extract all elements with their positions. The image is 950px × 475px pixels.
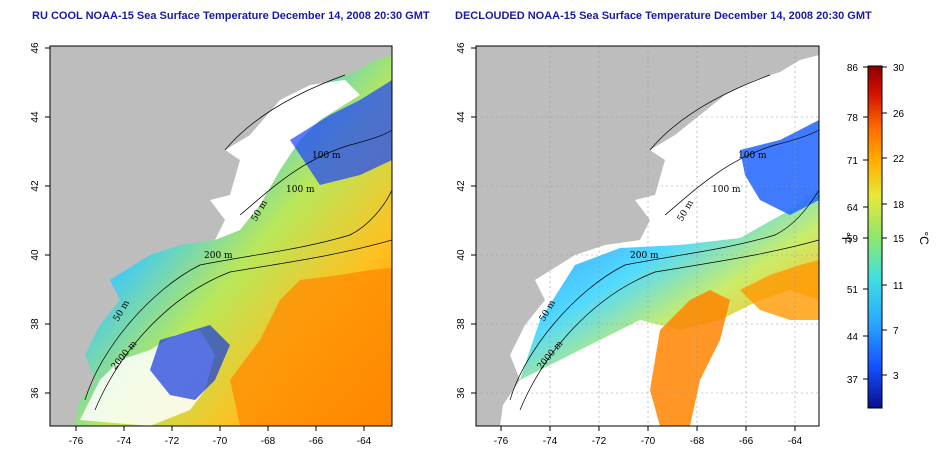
x-tick-label: -76 xyxy=(494,436,509,447)
x-tick-label: -72 xyxy=(165,436,180,447)
colorbar-gradient xyxy=(867,65,883,409)
left-map-title: RU COOL NOAA-15 Sea Surface Temperature … xyxy=(32,10,430,22)
left-map-frame xyxy=(49,45,393,427)
contours-right xyxy=(509,74,819,411)
celsius-tick-label: 22 xyxy=(893,154,905,165)
celsius-tick-label: 3 xyxy=(893,371,899,382)
fahrenheit-unit-label: °F xyxy=(839,232,853,244)
celsius-labels: 30 26 22 18 15 11 7 3 xyxy=(893,63,905,382)
contour-label: 200 m xyxy=(630,251,659,261)
axes-left xyxy=(45,47,365,431)
celsius-tick-label: 7 xyxy=(893,326,899,337)
y-tick-label: 42 xyxy=(456,180,467,192)
y-tick-labels-left: 46 44 42 40 38 36 xyxy=(30,42,41,399)
right-map-title: DECLOUDED NOAA-15 Sea Surface Temperatur… xyxy=(455,10,872,22)
x-tick-label: -76 xyxy=(69,436,84,447)
contour-label: 100 m xyxy=(712,185,741,195)
y-tick-label: 40 xyxy=(456,249,467,261)
celsius-unit-label: °C xyxy=(917,231,931,245)
grid-right xyxy=(476,46,819,426)
fahrenheit-tick-label: 59 xyxy=(847,234,859,245)
celsius-tick-label: 30 xyxy=(893,63,905,74)
x-tick-label: -64 xyxy=(788,436,803,447)
fahrenheit-tick-label: 37 xyxy=(847,375,859,386)
y-tick-label: 42 xyxy=(30,180,41,192)
x-tick-label: -72 xyxy=(592,436,607,447)
x-tick-label: -68 xyxy=(690,436,705,447)
cloud-left-1 xyxy=(210,80,360,240)
right-map xyxy=(476,46,819,426)
fahrenheit-tick-label: 44 xyxy=(847,332,859,343)
fahrenheit-tick-label: 71 xyxy=(847,156,859,167)
x-tick-label: -70 xyxy=(213,436,228,447)
y-tick-label: 38 xyxy=(456,318,467,330)
x-tick-label: -66 xyxy=(739,436,754,447)
y-tick-label: 38 xyxy=(30,318,41,330)
y-tick-label: 44 xyxy=(456,111,467,123)
contour-label: 100 m xyxy=(312,151,341,161)
axes-right xyxy=(471,47,796,431)
x-tick-label: -70 xyxy=(641,436,656,447)
colorbar: 86 78 71 64 59 51 44 37 30 26 22 18 15 1… xyxy=(839,63,931,409)
y-tick-label: 46 xyxy=(456,42,467,54)
contour-label: 100 m xyxy=(738,151,767,161)
x-tick-label: -74 xyxy=(543,436,558,447)
x-tick-label: -74 xyxy=(117,436,132,447)
y-tick-label: 40 xyxy=(30,249,41,261)
contour-label: 200 m xyxy=(204,251,233,261)
celsius-tick-label: 15 xyxy=(893,234,905,245)
sst-right-warm xyxy=(650,290,730,426)
sst-right-warm-2 xyxy=(740,260,819,320)
fahrenheit-labels: 86 78 71 64 59 51 44 37 xyxy=(847,63,859,386)
fahrenheit-tick-label: 78 xyxy=(847,113,859,124)
x-tick-label: -64 xyxy=(357,436,372,447)
contour-label: 100 m xyxy=(286,185,315,195)
left-map xyxy=(50,46,392,426)
y-tick-label: 46 xyxy=(30,42,41,54)
y-tick-label: 36 xyxy=(456,387,467,399)
sst-right-north xyxy=(740,120,819,215)
x-tick-labels-right: -76 -74 -72 -70 -68 -66 -64 xyxy=(494,436,803,447)
x-tick-labels-left: -76 -74 -72 -70 -68 -66 -64 xyxy=(69,436,372,447)
y-tick-labels-right: 46 44 42 40 38 36 xyxy=(456,42,467,399)
sst-right-shelf xyxy=(520,190,819,380)
fahrenheit-tick-label: 64 xyxy=(847,203,859,214)
cold-band-left xyxy=(150,325,230,400)
fahrenheit-tick-label: 86 xyxy=(847,63,859,74)
celsius-tick-label: 18 xyxy=(893,200,905,211)
contours-left xyxy=(84,74,392,411)
x-tick-label: -66 xyxy=(309,436,324,447)
celsius-tick-label: 26 xyxy=(893,109,905,120)
y-tick-label: 44 xyxy=(30,111,41,123)
y-tick-label: 36 xyxy=(30,387,41,399)
celsius-tick-label: 11 xyxy=(893,281,904,292)
x-tick-label: -68 xyxy=(261,436,276,447)
colorbar-ticks xyxy=(863,66,887,380)
warm-tongue-left xyxy=(230,268,392,426)
fahrenheit-tick-label: 51 xyxy=(847,285,859,296)
